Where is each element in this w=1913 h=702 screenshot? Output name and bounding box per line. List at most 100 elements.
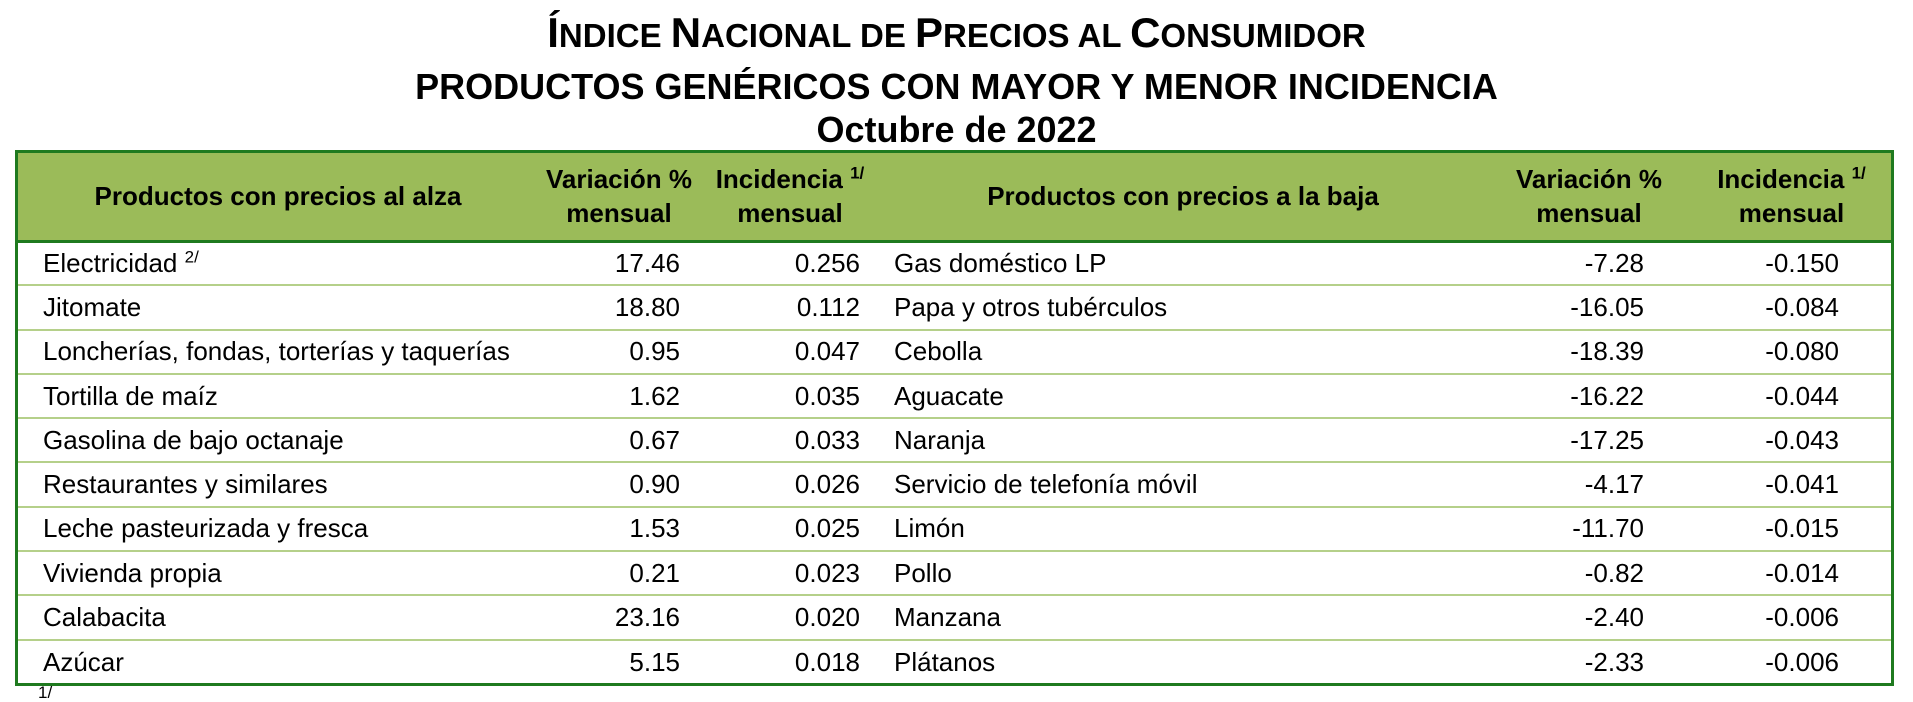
table-row: Loncherías, fondas, torterías y taquería… [18, 329, 1891, 375]
title-initial: P [915, 9, 944, 56]
down-incidence-cell: -0.044 [1692, 373, 1891, 420]
down-variation-cell: -18.39 [1486, 329, 1692, 375]
up-product-name: Loncherías, fondas, torterías y taquería… [18, 329, 538, 375]
up-variation-cell: 1.53 [538, 506, 700, 553]
up-product-name: Vivienda propia [18, 551, 538, 597]
up-product-name: Electricidad 2/ [18, 241, 538, 287]
column-header-up-products: Productos con precios al alza [18, 153, 538, 243]
down-product-name: Pollo [880, 551, 1486, 597]
column-header-up-incidence: Incidencia 1/mensual [700, 153, 880, 243]
page-title: ÍNDICE NACIONAL DE PRECIOS AL CONSUMIDOR [0, 8, 1913, 61]
down-incidence-cell: -0.150 [1692, 241, 1891, 287]
up-incidence-cell: 0.018 [794, 646, 860, 677]
down-product-name: Plátanos [894, 646, 996, 677]
down-incidence-cell: -0.014 [1692, 551, 1891, 597]
up-incidence-cell: 0.033 [700, 418, 880, 464]
incidence-table: Productos con precios al alza Variación … [15, 150, 1894, 686]
header-line: mensual [1536, 198, 1642, 229]
footnote-ref: 2/ [184, 247, 199, 267]
down-variation-cell: -0.82 [1486, 551, 1692, 597]
up-product-name: Restaurantes y similares [18, 462, 538, 508]
footnote-marker: 1/ [38, 683, 53, 702]
up-product-name: Calabacita [18, 595, 538, 641]
table-row: Leche pasteurizada y fresca 1.53 0.025 L… [18, 506, 1891, 553]
down-variation-cell: -17.25 [1486, 418, 1692, 464]
down-product-name: Cebolla [880, 329, 1486, 375]
table-header-row: Productos con precios al alza Variación … [18, 153, 1891, 243]
title-part: RECIOS AL [943, 17, 1131, 54]
up-product-name: Tortilla de maíz [18, 373, 538, 420]
up-variation-cell: 17.46 [538, 241, 700, 287]
down-product-name: Gas doméstico LP [880, 241, 1486, 287]
up-variation-cell: 0.95 [538, 329, 700, 375]
down-product-name: Aguacate [880, 373, 1486, 420]
header-line: Incidencia [715, 164, 843, 195]
footnote-ref: 1/ [850, 163, 865, 183]
down-variation-cell: -4.17 [1486, 462, 1692, 508]
up-incidence-cell: 0.026 [700, 462, 880, 508]
down-product-name: Naranja [880, 418, 1486, 464]
table-row: Gasolina de bajo octanaje 0.67 0.033 Nar… [18, 418, 1891, 464]
up-variation-cell: 0.67 [538, 418, 700, 464]
up-incidence-cell: 0.047 [700, 329, 880, 375]
table-row: Electricidad 2/ 17.46 0.256 Gas doméstic… [18, 241, 1891, 287]
up-incidence-cell: 0.020 [700, 595, 880, 641]
up-product-name: Jitomate [18, 285, 538, 331]
title-initial: Í [547, 9, 559, 56]
down-incidence-cell: -0.015 [1692, 506, 1891, 553]
page-period: Octubre de 2022 [816, 109, 1097, 150]
down-variation-cell: -16.22 [1486, 373, 1692, 420]
down-product-name: Manzana [880, 595, 1486, 641]
page-subtitle: PRODUCTOS GENÉRICOS CON MAYOR Y MENOR IN… [415, 66, 1498, 107]
table-row: Calabacita 23.16 0.020 Manzana -2.40 -0.… [18, 595, 1891, 641]
up-product-name: Leche pasteurizada y fresca [18, 506, 538, 553]
down-incidence-cell: -0.041 [1692, 462, 1891, 508]
header-line: mensual [566, 198, 672, 229]
table-row: Azúcar 5.15 0.018 Plátanos -2.33 -0.006 [18, 640, 1891, 683]
down-variation-cell: -2.40 [1486, 595, 1692, 641]
down-incidence-cell: -0.084 [1692, 285, 1891, 331]
header-line: Incidencia [1717, 164, 1845, 195]
up-product-name: Azúcar [43, 646, 124, 677]
down-incidence-cell: -0.006 [1765, 646, 1839, 677]
down-variation-cell: -7.28 [1486, 241, 1692, 287]
column-header-down-incidence: Incidencia 1/mensual [1692, 153, 1891, 243]
header-line: mensual [1738, 198, 1845, 229]
header-line: Variación % [546, 164, 692, 195]
header-line: mensual [737, 198, 843, 229]
up-variation-cell: 23.16 [538, 595, 700, 641]
footnote-ref: 1/ [1851, 163, 1866, 183]
up-incidence-cell: 0.025 [700, 506, 880, 553]
up-variation-cell: 0.21 [538, 551, 700, 597]
title-initial: C [1130, 9, 1161, 56]
table-row: Restaurantes y similares 0.90 0.026 Serv… [18, 462, 1891, 508]
up-variation-cell: 5.15 [629, 646, 680, 677]
down-product-name: Papa y otros tubérculos [880, 285, 1486, 331]
down-variation-cell: -16.05 [1486, 285, 1692, 331]
title-part: ACIONAL DE [701, 17, 916, 54]
down-incidence-cell: -0.043 [1692, 418, 1891, 464]
up-incidence-cell: 0.112 [700, 285, 880, 331]
down-incidence-cell: -0.080 [1692, 329, 1891, 375]
up-product-name: Gasolina de bajo octanaje [18, 418, 538, 464]
up-variation-cell: 0.90 [538, 462, 700, 508]
table-row: Tortilla de maíz 1.62 0.035 Aguacate -16… [18, 373, 1891, 420]
column-header-up-variation: Variación % mensual [538, 153, 700, 243]
title-initial: N [670, 9, 702, 56]
down-variation-cell: -2.33 [1584, 646, 1644, 677]
down-product-name: Limón [880, 506, 1486, 553]
column-header-down-products: Productos con precios a la baja [880, 153, 1486, 243]
table-row: Jitomate 18.80 0.112 Papa y otros tubérc… [18, 285, 1891, 331]
down-incidence-cell: -0.006 [1692, 595, 1891, 641]
column-header-down-variation: Variación % mensual [1486, 153, 1692, 243]
up-variation-cell: 18.80 [538, 285, 700, 331]
up-variation-cell: 1.62 [538, 373, 700, 420]
down-product-name: Servicio de telefonía móvil [880, 462, 1486, 508]
up-incidence-cell: 0.256 [700, 241, 880, 287]
title-part: NDICE [558, 17, 671, 54]
up-incidence-cell: 0.035 [700, 373, 880, 420]
table-row: Vivienda propia 0.21 0.023 Pollo -0.82 -… [18, 551, 1891, 597]
title-part: ONSUMIDOR [1160, 17, 1366, 54]
up-incidence-cell: 0.023 [700, 551, 880, 597]
header-line: Variación % [1516, 164, 1662, 195]
